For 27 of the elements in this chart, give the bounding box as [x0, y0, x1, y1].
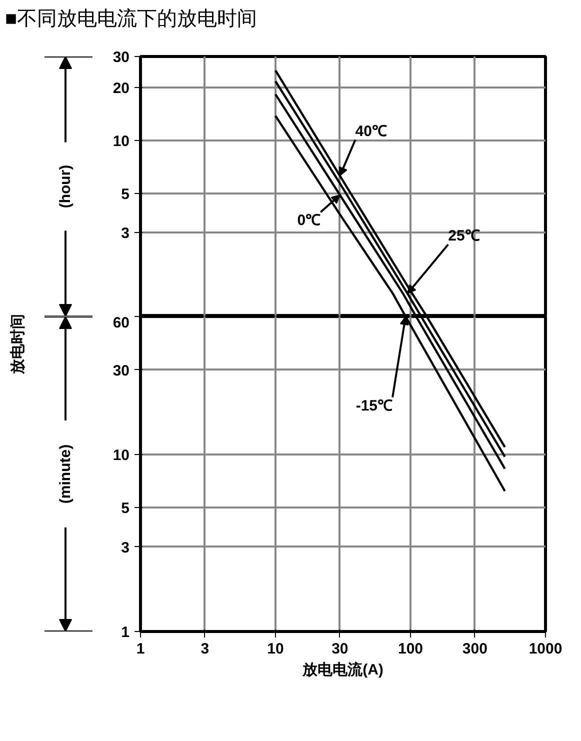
y-tick-label: 3	[121, 539, 130, 556]
legend-label: 0℃	[297, 212, 321, 230]
text: (minute)	[57, 444, 74, 504]
text: -15℃	[356, 397, 393, 414]
y-tick-label: 10	[112, 446, 130, 464]
y-tick-label: 30	[112, 362, 130, 380]
y-tick-label: 60	[112, 314, 130, 332]
chart-title: ■不同放电电流下的放电时间	[5, 7, 258, 32]
x-tick-label: 1	[136, 640, 145, 658]
x-tick-label: 300	[462, 640, 488, 658]
x-tick-label: 1000	[528, 640, 562, 658]
y-tick-label: 10	[112, 132, 130, 150]
x-tick-label: 3	[200, 640, 210, 658]
y-tick-label: 5	[121, 500, 130, 518]
y-tick-label: 1	[121, 624, 130, 641]
x-tick-label: 100	[398, 640, 424, 658]
y-tick-label: 30	[112, 49, 130, 66]
y-tick-label: 5	[121, 186, 130, 203]
x-tick-label: 10	[267, 640, 284, 658]
text: 25℃	[448, 227, 480, 244]
text: (hour)	[57, 164, 74, 208]
y-tick-label: 3	[121, 225, 130, 242]
text: 40℃	[355, 122, 387, 140]
x-tick-label: 30	[332, 640, 348, 658]
y-tick-label: 20	[112, 80, 130, 97]
x-axis-title: 放电电流(A)	[302, 660, 384, 678]
y-axis-title: 放电时间	[10, 314, 26, 375]
